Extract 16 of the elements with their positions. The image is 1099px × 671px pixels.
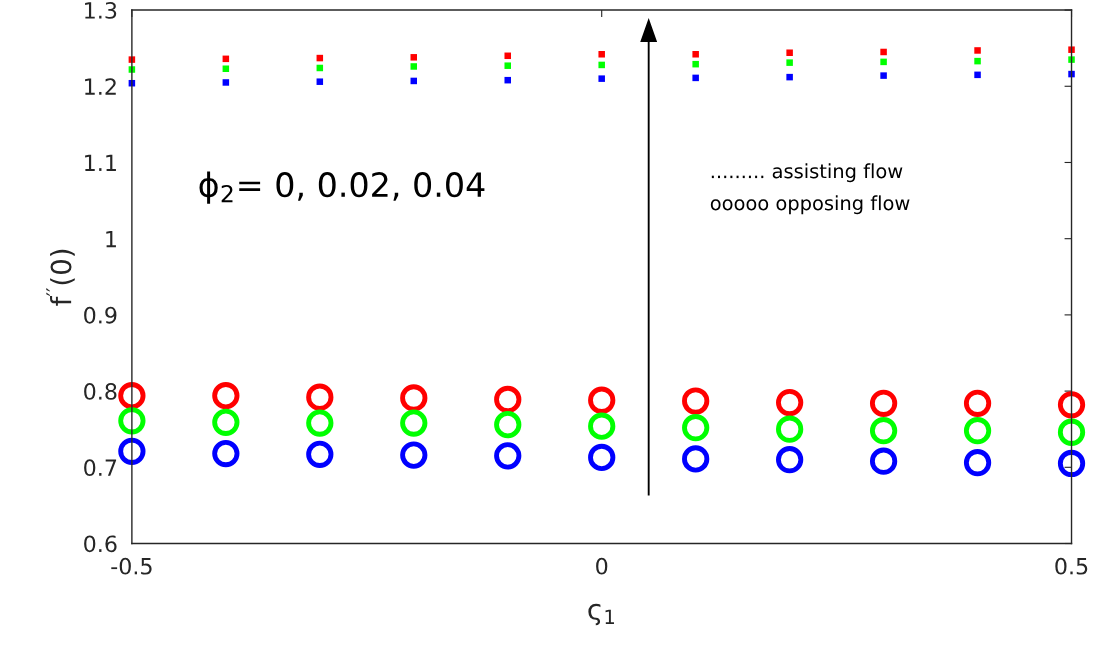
y-tick-label: 1.2 <box>85 78 116 95</box>
y-tick-label: 1.3 <box>85 2 117 19</box>
x-tick-label: 0 <box>596 557 608 575</box>
y-tick-label: 1.1 <box>85 154 116 171</box>
x-tick-label: -0.5 <box>111 557 152 575</box>
annotation: ϕ$_{2}$= 0, 0.02, 0.04 <box>199 171 485 204</box>
y-tick-label: 1 <box>106 230 116 248</box>
y-tick-label: 0.8 <box>84 383 117 400</box>
y-tick-label: 0.6 <box>84 535 117 553</box>
x-tick-label: 0.5 <box>1055 557 1088 575</box>
y-axis-title: f$^{′′}$(0) <box>46 249 75 306</box>
y-tick-label: 0.7 <box>84 459 117 477</box>
annotation: ......... assisting flow <box>711 163 903 183</box>
annotation: ooooo opposing flow <box>710 195 910 215</box>
y-tick-label: 0.9 <box>84 306 117 324</box>
x-axis-title: ς$_{1}$ <box>588 603 614 626</box>
